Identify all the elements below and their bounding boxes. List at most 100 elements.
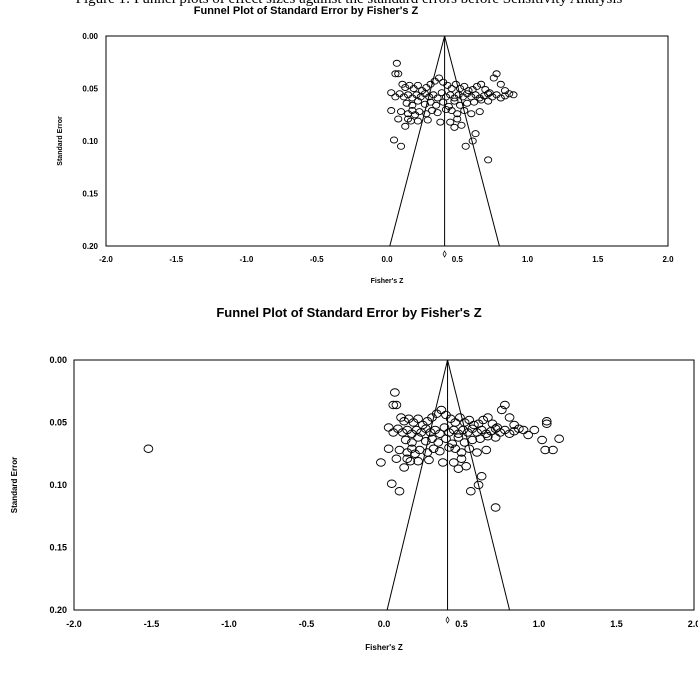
data-point (548, 445, 558, 455)
data-point (391, 400, 402, 410)
x-tick-label: 0.0 (381, 255, 393, 264)
data-point (464, 444, 475, 453)
data-point (396, 142, 406, 150)
x-tick-label: 2.0 (662, 255, 674, 264)
data-point (438, 458, 448, 467)
data-point (413, 457, 423, 466)
data-point (457, 121, 466, 129)
data-point (389, 136, 399, 144)
data-point (387, 107, 396, 115)
data-point (460, 82, 469, 90)
x-tick-label: -0.5 (310, 255, 324, 264)
data-point (399, 417, 410, 426)
data-point (421, 437, 431, 446)
data-point (451, 80, 460, 88)
data-point (394, 115, 403, 123)
data-point (427, 107, 437, 115)
data-point (434, 447, 445, 456)
data-point (404, 115, 413, 123)
data-point (407, 438, 417, 447)
x-tick-label: 0.0 (378, 619, 391, 629)
data-point (433, 94, 442, 102)
data-point (425, 93, 434, 101)
data-point (513, 424, 524, 433)
data-point (537, 435, 547, 445)
plot-frame (73, 359, 695, 611)
y-tick-label: 0.00 (82, 32, 98, 41)
data-point (424, 455, 434, 465)
x-tick-label: -1.5 (144, 619, 160, 629)
data-point (468, 137, 477, 145)
data-point (467, 435, 478, 445)
data-point (434, 74, 444, 82)
data-point (399, 93, 408, 101)
x-tick-label: 1.5 (592, 255, 604, 264)
pooled-estimate-diamond (442, 250, 447, 258)
data-point (394, 487, 405, 496)
x-tick-label: 2.0 (688, 619, 698, 629)
y-tick-label: 0.00 (49, 355, 67, 365)
data-point (465, 487, 476, 496)
data-point (496, 405, 507, 415)
data-point (433, 438, 444, 447)
data-point (383, 423, 394, 432)
data-point (436, 118, 445, 126)
data-point (413, 81, 422, 89)
y-tick-label: 0.10 (82, 137, 98, 146)
data-point (401, 83, 410, 91)
data-point (388, 400, 399, 410)
data-point (481, 429, 492, 438)
data-point (461, 462, 472, 471)
y-axis-label: Standard Error (57, 116, 64, 166)
y-tick-label: 0.05 (49, 418, 67, 428)
data-point (376, 458, 386, 467)
data-point (464, 415, 475, 425)
figure-caption: Figure 1: Funnel plots of effect sizes a… (0, 0, 698, 8)
data-point (504, 413, 515, 422)
data-point (477, 80, 486, 88)
pooled-estimate-diamond (445, 616, 450, 624)
data-point (454, 91, 463, 99)
data-point (391, 70, 400, 78)
data-point (437, 89, 446, 97)
x-tick-label: -1.5 (169, 255, 183, 264)
data-point (420, 100, 429, 108)
data-point (428, 444, 439, 453)
data-point (391, 454, 402, 463)
data-point (383, 444, 394, 453)
data-point (484, 97, 493, 105)
data-point (509, 91, 518, 99)
data-point (441, 105, 451, 114)
plot-frame (105, 35, 669, 247)
data-point (387, 89, 396, 97)
data-point (523, 430, 534, 440)
y-tick-label: 0.20 (49, 605, 67, 615)
data-point (473, 480, 484, 490)
x-tick-label: 1.5 (610, 619, 623, 629)
data-point (455, 413, 465, 422)
data-point (413, 97, 422, 105)
data-point (481, 445, 492, 455)
data-point (456, 448, 467, 457)
data-point (496, 80, 505, 88)
data-point (472, 82, 481, 90)
data-point (489, 74, 498, 82)
y-tick-label: 0.10 (49, 480, 67, 490)
data-point (456, 454, 467, 463)
data-point (433, 109, 442, 117)
x-tick-label: 1.0 (533, 619, 546, 629)
data-point (469, 420, 479, 430)
data-point (496, 94, 505, 102)
data-point (472, 448, 482, 457)
data-point (483, 413, 493, 422)
data-point (413, 117, 422, 125)
y-tick-label: 0.15 (49, 543, 67, 553)
data-point (504, 429, 515, 438)
data-point (478, 415, 489, 425)
data-point (500, 92, 510, 100)
data-point (484, 156, 493, 164)
data-point (453, 115, 462, 123)
data-point (475, 108, 484, 116)
y-tick-label: 0.05 (82, 84, 98, 93)
